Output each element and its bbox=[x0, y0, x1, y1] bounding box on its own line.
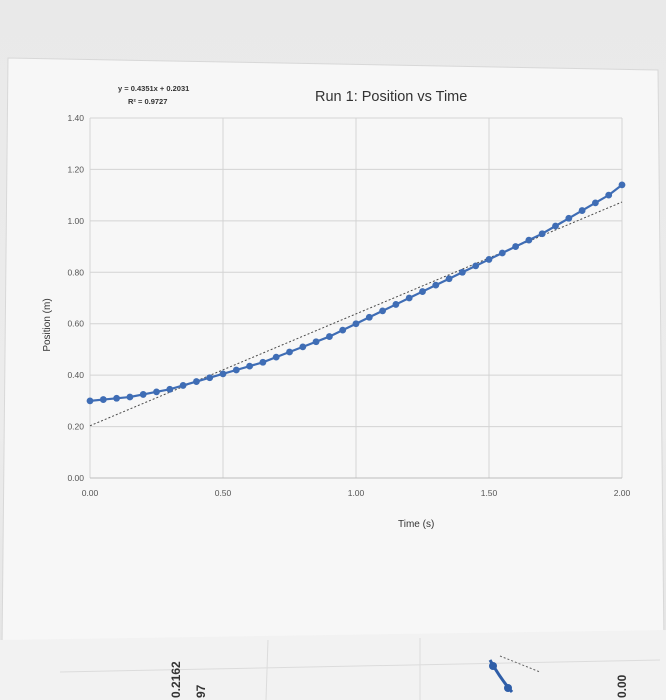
data-point bbox=[312, 338, 320, 346]
lower-page-fragments: 0.2162 97 0.00 bbox=[59, 638, 661, 700]
data-point bbox=[525, 236, 533, 244]
y-axis-label: Position (m) bbox=[42, 298, 53, 351]
data-point bbox=[445, 275, 453, 283]
fragment-trend-line bbox=[499, 655, 541, 673]
gridlines bbox=[89, 117, 623, 479]
data-point bbox=[592, 199, 599, 207]
data-point bbox=[246, 362, 254, 370]
data-point bbox=[512, 243, 519, 250]
data-point bbox=[565, 214, 573, 222]
chart-title: Run 1: Position vs Time bbox=[315, 89, 467, 105]
data-point bbox=[232, 366, 240, 374]
fragment-right-value: 0.00 bbox=[615, 674, 629, 698]
x-tick-label: 1.50 bbox=[481, 488, 498, 498]
y-tick-label: 1.20 bbox=[67, 164, 84, 174]
data-point bbox=[206, 374, 214, 382]
data-point bbox=[379, 307, 386, 315]
y-tick-label: 0.00 bbox=[67, 473, 84, 483]
fragment-point bbox=[504, 684, 512, 692]
data-point bbox=[552, 222, 559, 230]
data-point bbox=[405, 294, 413, 302]
data-point bbox=[99, 396, 107, 403]
data-point bbox=[498, 249, 506, 257]
x-tick-label: 1.00 bbox=[348, 488, 365, 498]
data-point bbox=[86, 397, 94, 405]
data-point bbox=[166, 385, 174, 393]
trendline bbox=[89, 201, 623, 427]
data-point bbox=[139, 391, 147, 398]
data-point bbox=[352, 320, 360, 328]
data-point bbox=[179, 382, 187, 389]
data-point bbox=[618, 181, 626, 189]
paper-sheet bbox=[1, 57, 665, 651]
data-point bbox=[126, 393, 134, 401]
data-point bbox=[153, 388, 160, 396]
data-point bbox=[113, 394, 120, 402]
data-point bbox=[219, 370, 227, 378]
y-tick-label: 0.20 bbox=[67, 422, 84, 432]
y-tick-label: 1.40 bbox=[67, 113, 84, 123]
data-point bbox=[605, 191, 613, 199]
data-point bbox=[432, 281, 440, 289]
x-axis-label: Time (s) bbox=[398, 519, 434, 530]
data-point bbox=[485, 256, 493, 263]
x-tick-label: 0.50 bbox=[215, 488, 232, 498]
lower-sheet bbox=[0, 630, 666, 700]
fragment-left-value-partial: 97 bbox=[194, 684, 208, 698]
data-point bbox=[392, 301, 400, 308]
x-tick-label: 2.00 bbox=[614, 488, 631, 498]
data-point bbox=[286, 348, 293, 356]
tick-labels: 0.00 0.20 0.40 0.60 0.80 1.00 1.20 1.40 0.00 0.50… bbox=[67, 113, 630, 498]
data-point bbox=[326, 333, 333, 340]
data-point bbox=[419, 288, 426, 295]
data-point bbox=[459, 268, 466, 276]
data-point bbox=[538, 230, 546, 238]
y-tick-label: 0.80 bbox=[67, 267, 84, 277]
data-point bbox=[365, 313, 373, 321]
data-point bbox=[578, 207, 586, 214]
data-point bbox=[193, 378, 200, 385]
x-tick-label: 0.00 bbox=[82, 488, 99, 498]
data-series bbox=[86, 181, 626, 405]
data-point bbox=[259, 358, 267, 366]
trendline-line bbox=[89, 201, 623, 427]
y-tick-label: 0.60 bbox=[67, 319, 84, 329]
fragment-left-value: 0.2162 bbox=[169, 661, 183, 698]
y-tick-label: 0.40 bbox=[67, 370, 84, 380]
data-point bbox=[472, 262, 480, 270]
trendline-r-squared: R² = 0.9727 bbox=[128, 97, 167, 106]
trendline-equation: y = 0.4351x + 0.2031 bbox=[118, 84, 189, 93]
data-point bbox=[339, 326, 347, 334]
data-point bbox=[272, 353, 280, 361]
data-point bbox=[299, 343, 307, 351]
fragment-point bbox=[489, 662, 497, 670]
y-tick-label: 1.00 bbox=[67, 216, 84, 226]
